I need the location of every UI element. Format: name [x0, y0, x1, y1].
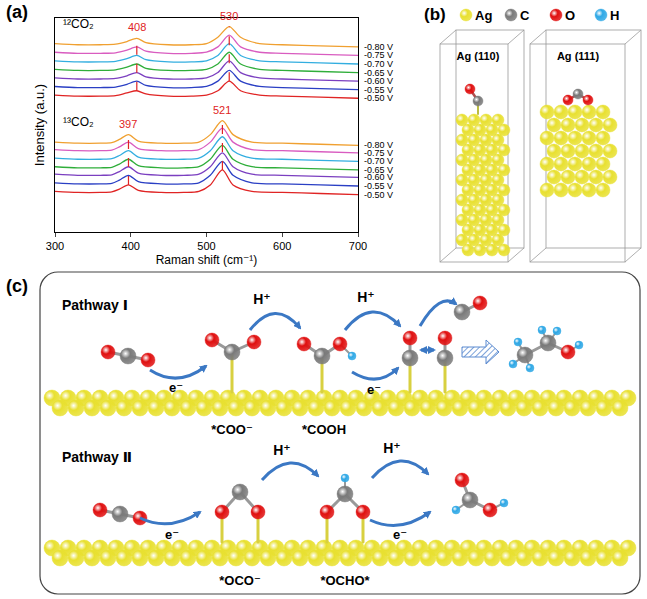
svg-text:-0.75 V: -0.75 V [364, 50, 393, 60]
svg-text:H⁺: H⁺ [253, 291, 271, 307]
svg-text:Ag: Ag [475, 8, 492, 23]
svg-text:H⁺: H⁺ [273, 442, 291, 458]
svg-text:408: 408 [128, 21, 146, 33]
svg-text:Intensity (a.u.): Intensity (a.u.) [32, 84, 47, 166]
svg-text:*OCHO*: *OCHO* [320, 573, 370, 588]
svg-text:521: 521 [213, 104, 231, 116]
svg-text:H: H [610, 8, 619, 23]
svg-text:(b): (b) [424, 5, 446, 24]
svg-text:600: 600 [273, 240, 291, 252]
svg-text:¹³CO₂: ¹³CO₂ [63, 115, 94, 129]
svg-text:H⁺: H⁺ [383, 440, 401, 456]
svg-text:530: 530 [220, 10, 238, 22]
svg-text:400: 400 [122, 240, 140, 252]
svg-text:-0.55 V: -0.55 V [364, 181, 393, 191]
svg-text:700: 700 [349, 240, 367, 252]
svg-text:-0.80 V: -0.80 V [364, 140, 393, 150]
svg-text:-0.50 V: -0.50 V [364, 93, 393, 103]
svg-text:¹²CO₂: ¹²CO₂ [63, 17, 94, 31]
svg-text:500: 500 [197, 240, 215, 252]
svg-text:e⁻: e⁻ [165, 527, 179, 542]
svg-text:*COOH: *COOH [302, 422, 346, 437]
svg-text:-0.65 V: -0.65 V [364, 165, 393, 175]
svg-text:-0.55 V: -0.55 V [364, 85, 393, 95]
svg-text:*COO⁻: *COO⁻ [211, 422, 253, 437]
svg-text:-0.65 V: -0.65 V [364, 68, 393, 78]
svg-text:e⁻: e⁻ [169, 380, 183, 395]
svg-text:(c): (c) [6, 276, 28, 296]
svg-text:-0.75 V: -0.75 V [364, 148, 393, 158]
html-text:(a): (a) [6, 2, 28, 22]
svg-text:H⁺: H⁺ [357, 289, 375, 305]
svg-text:300: 300 [46, 240, 64, 252]
svg-text:-0.70 V: -0.70 V [364, 59, 393, 69]
svg-text:*OCO⁻: *OCO⁻ [219, 573, 261, 588]
svg-text:Pathway Ⅱ: Pathway Ⅱ [62, 449, 132, 465]
svg-text:Ag (110): Ag (110) [457, 50, 500, 62]
svg-text:C: C [520, 8, 530, 23]
svg-text:-0.50 V: -0.50 V [364, 190, 393, 200]
svg-text:Ag (111): Ag (111) [557, 50, 600, 62]
svg-text:-0.60 V: -0.60 V [364, 172, 393, 182]
svg-text:-0.70 V: -0.70 V [364, 156, 393, 166]
svg-text:Raman shift (cm⁻¹): Raman shift (cm⁻¹) [156, 253, 258, 267]
svg-text:O: O [565, 8, 575, 23]
svg-text:397: 397 [119, 118, 137, 130]
svg-text:-0.60 V: -0.60 V [364, 76, 393, 86]
svg-text:Pathway Ⅰ: Pathway Ⅰ [62, 297, 128, 313]
svg-text:-0.80 V: -0.80 V [364, 42, 393, 52]
svg-text:e⁻: e⁻ [367, 382, 381, 397]
svg-text:e⁻: e⁻ [393, 527, 407, 542]
